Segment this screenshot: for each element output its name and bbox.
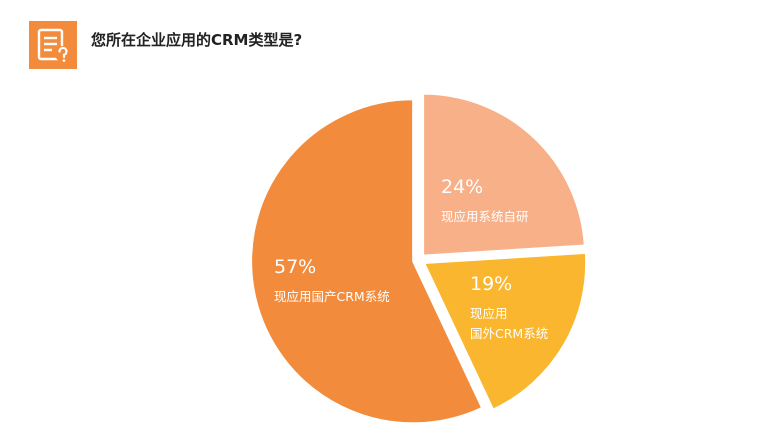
- slice-foreign-crm: [422, 251, 588, 411]
- percent-label: 57%: [274, 256, 316, 278]
- page-title: 您所在企业应用的CRM类型是?: [91, 31, 303, 49]
- percent-label: 19%: [470, 273, 512, 295]
- slice-domestic-crm: [250, 98, 484, 425]
- survey-question-icon: [29, 21, 77, 69]
- category-label: 现应用国产CRM系统: [274, 289, 390, 304]
- percent-label: 24%: [441, 176, 483, 198]
- category-label: 现应用: [470, 306, 508, 321]
- category-label: 国外CRM系统: [470, 326, 548, 341]
- category-label: 现应用系统自研: [441, 209, 529, 224]
- slice-self-developed: [422, 92, 586, 257]
